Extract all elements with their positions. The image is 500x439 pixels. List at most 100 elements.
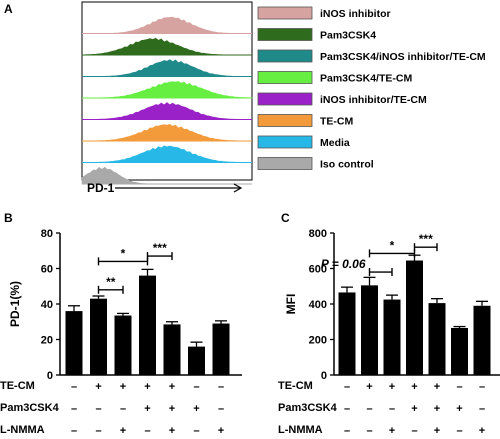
condition-label: TE-CM — [278, 380, 313, 392]
significance-label: * — [121, 246, 126, 260]
significance-label: *** — [419, 232, 433, 246]
condition-sign: – — [366, 403, 372, 415]
histogram-legend: iNOS inhibitor Pam3CSK4 Pam3CSK4/iNOS inhi… — [257, 6, 486, 171]
legend-label: Pam3CSK4 — [320, 30, 376, 42]
y-axis-label: MFI — [284, 294, 298, 315]
bar — [383, 299, 401, 375]
condition-sign: + — [456, 403, 462, 415]
panel-label-b: B — [4, 211, 13, 225]
y-axis-label: PD-1(%) — [8, 281, 22, 327]
condition-label: L-NMMA — [0, 424, 45, 436]
legend-swatch — [257, 71, 313, 84]
histogram-trace — [82, 59, 252, 77]
condition-sign: – — [344, 403, 350, 415]
bar — [65, 311, 83, 375]
bar — [451, 327, 468, 375]
condition-label: TE-CM — [0, 380, 35, 392]
panel-label-c: C — [281, 211, 290, 225]
condition-sign: – — [95, 403, 101, 415]
y-tick-label: 0 — [321, 370, 327, 382]
y-tick-label: 200 — [309, 335, 327, 347]
condition-sign: + — [389, 425, 395, 437]
legend-swatch — [257, 157, 313, 170]
condition-label: Pam3CSK4 — [0, 402, 60, 414]
legend-label: Pam3CSK4/TE-CM — [320, 73, 412, 85]
bar — [188, 346, 205, 375]
condition-sign: – — [120, 403, 126, 415]
y-tick-label: 0 — [47, 370, 53, 382]
condition-sign: + — [218, 425, 224, 437]
y-tick-label: 20 — [41, 335, 53, 347]
condition-sign: – — [456, 381, 462, 393]
condition-label: L-NMMA — [278, 424, 323, 436]
condition-sign: – — [389, 403, 395, 415]
condition-sign: + — [411, 381, 417, 393]
legend-label: Media — [320, 137, 350, 149]
condition-sign: + — [434, 403, 440, 415]
condition-sign: – — [71, 425, 77, 437]
condition-sign: – — [456, 425, 462, 437]
bar — [114, 315, 132, 375]
bar — [90, 298, 107, 375]
y-tick-label: 600 — [309, 264, 327, 276]
histogram-panel: PD-1 iNOS inhibitor Pam3CSK4 Pam3CSK4/iNOS… — [81, 1, 486, 195]
condition-sign: + — [144, 403, 150, 415]
significance-label: *** — [153, 241, 167, 255]
condition-sign: + — [434, 381, 440, 393]
histogram-trace — [82, 16, 252, 34]
condition-sign: – — [411, 425, 417, 437]
histogram-trace — [82, 145, 252, 163]
bar — [163, 324, 181, 375]
bar — [212, 323, 230, 375]
bar — [428, 303, 446, 375]
legend-label: Pam3CSK4/iNOS inhibitor/TE-CM — [320, 51, 486, 63]
condition-sign: – — [218, 403, 224, 415]
legend-swatch — [257, 135, 313, 149]
condition-sign: – — [366, 425, 372, 437]
condition-sign: – — [144, 425, 150, 437]
y-tick-label: 60 — [41, 264, 53, 276]
condition-sign: + — [169, 381, 175, 393]
condition-sign: – — [218, 381, 224, 393]
histogram-frame — [81, 1, 253, 181]
significance-label: ** — [106, 275, 116, 289]
significance-label: P = 0.06 — [321, 257, 366, 271]
condition-sign: – — [71, 381, 77, 393]
x-axis-arrow-head-icon — [233, 183, 243, 193]
condition-sign: + — [434, 425, 440, 437]
condition-sign: + — [411, 403, 417, 415]
condition-sign: + — [95, 381, 101, 393]
condition-sign: – — [344, 425, 350, 437]
legend-label: iNOS inhibitor/TE-CM — [320, 94, 427, 106]
bar — [139, 275, 156, 375]
y-tick-label: 40 — [41, 299, 53, 311]
legend-swatch — [257, 92, 313, 106]
legend-swatch — [257, 49, 313, 63]
panel-label-a: A — [4, 2, 13, 16]
legend-swatch — [257, 28, 313, 41]
condition-sign: + — [144, 381, 150, 393]
condition-sign: – — [71, 403, 77, 415]
condition-sign: + — [120, 381, 126, 393]
condition-sign: + — [479, 425, 485, 437]
bar — [406, 260, 423, 375]
condition-sign: + — [366, 381, 372, 393]
condition-sign: – — [479, 381, 485, 393]
y-tick-label: 400 — [309, 299, 327, 311]
y-tick-label: 80 — [41, 228, 53, 240]
condition-sign: – — [95, 425, 101, 437]
legend-label: iNOS inhibitor — [320, 8, 391, 20]
histogram-trace — [82, 81, 253, 99]
condition-sign: – — [193, 381, 199, 393]
condition-sign: – — [344, 381, 350, 393]
condition-sign: + — [389, 381, 395, 393]
condition-sign: + — [169, 425, 175, 437]
condition-sign: – — [479, 403, 485, 415]
legend-swatch — [257, 114, 313, 127]
condition-sign: + — [169, 403, 175, 415]
legend-label: TE-CM — [320, 116, 353, 128]
histogram-trace — [82, 102, 252, 120]
significance-label: * — [390, 238, 395, 252]
condition-sign: – — [193, 425, 199, 437]
histogram-traces — [81, 16, 253, 185]
